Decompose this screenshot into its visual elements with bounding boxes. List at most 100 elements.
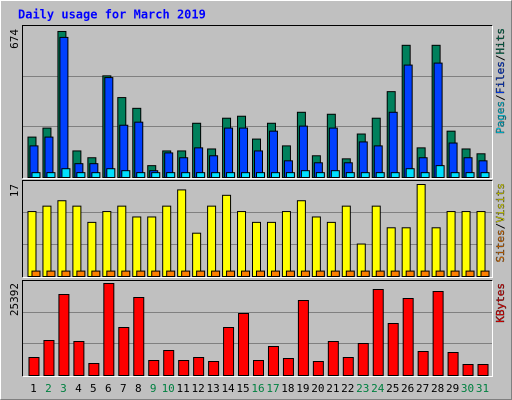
bar (42, 205, 52, 278)
bar (31, 172, 41, 179)
bar (223, 327, 235, 376)
panel-edge-dark (22, 280, 493, 377)
bar (345, 172, 355, 179)
bar (435, 270, 445, 277)
bar (46, 172, 56, 179)
bar (328, 127, 338, 179)
bar (239, 127, 249, 179)
legend-separator: / (494, 223, 507, 230)
bar (196, 172, 206, 179)
bar (181, 270, 191, 277)
legend: Pages/Files/Hits (494, 28, 507, 134)
bar (405, 168, 415, 178)
bar (315, 172, 325, 179)
bar (401, 227, 411, 277)
bar (252, 221, 261, 277)
legend-separator: / (494, 55, 507, 62)
bar (476, 211, 486, 277)
bar (480, 270, 490, 277)
bar (226, 270, 236, 277)
x-tick-label: 2 (45, 382, 52, 395)
bar (360, 270, 370, 277)
bar (151, 270, 161, 277)
bar (211, 270, 221, 277)
bar (102, 211, 112, 277)
bar (136, 172, 146, 179)
legend-entry: Visits (494, 183, 507, 223)
bar (88, 363, 100, 376)
bar (117, 205, 127, 278)
bar (253, 360, 264, 376)
legend-entry: KBytes (494, 283, 507, 323)
x-tick-label: 11 (177, 382, 190, 395)
bar (433, 62, 443, 179)
bar (417, 351, 429, 376)
bar (121, 170, 131, 178)
x-tick-label: 15 (236, 382, 249, 395)
legend: KBytes (494, 283, 507, 323)
bar (447, 352, 459, 376)
x-tick-label: 4 (75, 382, 82, 395)
x-tick-label: 18 (281, 382, 294, 395)
bar (44, 136, 54, 178)
panel-edge-dark (22, 180, 493, 278)
bar (121, 270, 131, 277)
bar (327, 341, 339, 376)
x-tick-label: 17 (266, 382, 279, 395)
bar (118, 327, 130, 376)
bar (390, 270, 400, 277)
bar (87, 221, 97, 277)
bar (222, 194, 232, 277)
bar (270, 270, 280, 277)
bar (61, 270, 71, 277)
x-tick-label: 25 (386, 382, 399, 395)
bar (266, 221, 276, 277)
bar (162, 205, 172, 278)
panel-edge-light (22, 280, 493, 377)
bar (178, 360, 190, 376)
x-tick-label: 30 (461, 382, 474, 395)
x-tick-label: 16 (251, 382, 264, 395)
bar (46, 270, 56, 277)
panel-edge-light (22, 25, 493, 179)
bar (285, 270, 295, 277)
x-tick-label: 10 (162, 382, 175, 395)
bar (224, 127, 234, 179)
bar (241, 172, 251, 179)
bar (103, 283, 115, 376)
bar (134, 121, 144, 178)
bar (43, 340, 55, 376)
bar (61, 168, 71, 178)
bar (208, 361, 220, 376)
bar (193, 357, 205, 376)
bar (211, 172, 221, 179)
bar (238, 313, 250, 376)
bar (311, 216, 321, 277)
bar (296, 200, 306, 277)
bar (345, 270, 355, 277)
bar (226, 172, 236, 179)
bar (207, 205, 217, 278)
x-tick-label: 29 (446, 382, 459, 395)
bar (72, 205, 82, 278)
legend-entry: Sites (494, 229, 507, 262)
bar (450, 172, 460, 179)
bar (147, 216, 157, 277)
bar (420, 270, 430, 277)
bar (298, 125, 308, 178)
legend-entry: Files (494, 61, 507, 94)
bar (73, 341, 85, 376)
bar (342, 357, 354, 376)
x-tick-label: 5 (90, 382, 97, 395)
bar (326, 221, 336, 277)
bar (420, 172, 430, 179)
bar (386, 227, 396, 277)
bar (465, 172, 475, 179)
bar (405, 270, 415, 277)
bar (241, 270, 251, 277)
chart-title: Daily usage for March 2019 (18, 8, 206, 22)
bar (330, 170, 340, 178)
bar (450, 270, 460, 277)
bar (477, 364, 489, 376)
